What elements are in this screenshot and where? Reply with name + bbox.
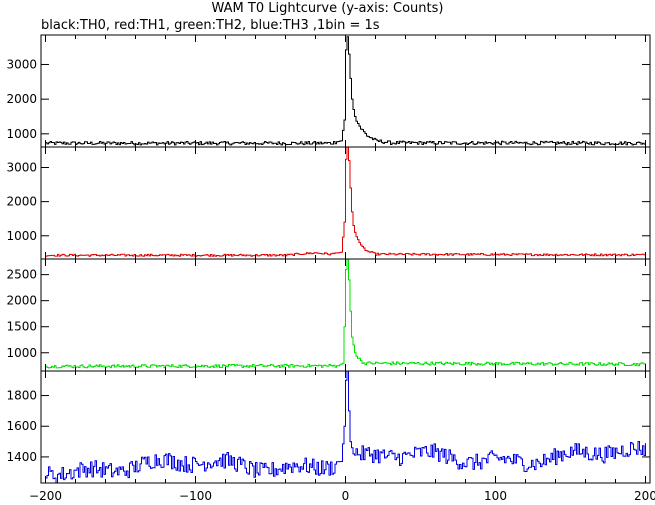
y-tick-label: 3000 (6, 160, 37, 174)
y-tick-label: 1500 (6, 320, 37, 334)
y-tick-label: 1800 (6, 389, 37, 403)
x-tick-label: −200 (29, 489, 62, 503)
y-tick-label: 1000 (6, 229, 37, 243)
y-tick-label: 1600 (6, 419, 37, 433)
y-tick-label: 2500 (6, 268, 37, 282)
y-tick-label: 1000 (6, 346, 37, 360)
y-tick-label: 3000 (6, 57, 37, 71)
y-tick-label: 1000 (6, 127, 37, 141)
y-tick-label: 1400 (6, 450, 37, 464)
chart-subtitle: black:TH0, red:TH1, green:TH2, blue:TH3 … (41, 18, 380, 33)
chart-title: WAM T0 Lightcurve (y-axis: Counts) (211, 1, 444, 16)
series-line-th1 (45, 146, 646, 257)
x-tick-label: 0 (342, 489, 350, 503)
y-tick-label: 2000 (6, 195, 37, 209)
x-tick-label: 200 (634, 489, 655, 503)
x-tick-label: 100 (484, 489, 507, 503)
y-tick-label: 2000 (6, 92, 37, 106)
series-line-th0 (45, 36, 646, 146)
series-line-th3 (45, 370, 646, 484)
series-line-th2 (45, 258, 646, 369)
y-tick-label: 2000 (6, 294, 37, 308)
x-tick-label: −100 (179, 489, 212, 503)
